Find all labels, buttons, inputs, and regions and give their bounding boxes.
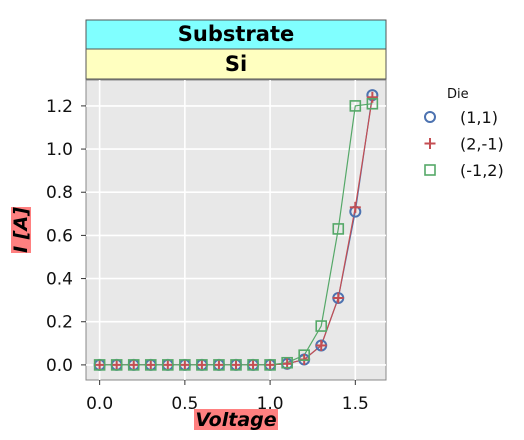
legend-marker	[424, 138, 436, 149]
legend: (1,1) (2,-1) (-1,2)	[424, 108, 504, 180]
y-tick-label: 0.8	[46, 183, 73, 203]
data-point	[213, 359, 225, 371]
data-point	[366, 91, 378, 103]
data-point	[247, 359, 259, 371]
data-point	[315, 320, 328, 332]
plot-panel	[85, 79, 387, 381]
y-axis: 0.0 0.2 0.4 0.6 0.8 1.0 1.2	[46, 97, 86, 376]
data-point	[162, 359, 174, 371]
data-point	[93, 359, 106, 371]
data-point	[196, 359, 208, 371]
y-tick-label: 1.0	[46, 140, 73, 160]
x-axis-title: Voltage	[195, 409, 276, 431]
data-point	[94, 359, 106, 371]
y-tick-label: 0.6	[46, 226, 73, 246]
data-point	[213, 359, 225, 371]
y-tick-label: 0.0	[46, 356, 73, 376]
strip-si	[85, 48, 387, 80]
y-axis-title: I [A]	[10, 207, 32, 253]
x-tick-label: 0.0	[86, 394, 113, 414]
data-point	[247, 359, 259, 371]
data-point	[264, 359, 276, 371]
data-point	[145, 359, 157, 371]
data-point	[264, 359, 276, 371]
legend-label: (2,-1)	[460, 135, 504, 154]
y-tick-label: 0.4	[46, 270, 73, 290]
y-axis-title-highlight	[11, 207, 31, 253]
x-axis-title-highlight	[194, 409, 278, 430]
legend-title: Die	[447, 87, 469, 102]
data-point	[349, 100, 362, 112]
data-point	[349, 201, 361, 213]
x-tick-label: 1.5	[342, 394, 369, 414]
data-point	[127, 359, 140, 371]
series-points	[93, 89, 379, 371]
strip-substrate-label: Substrate	[178, 22, 294, 46]
data-point	[196, 359, 208, 371]
data-point	[111, 359, 123, 371]
legend-label: (-1,2)	[460, 161, 504, 180]
data-point	[128, 359, 140, 371]
data-point	[298, 349, 310, 361]
data-point	[366, 97, 379, 110]
data-point	[332, 292, 344, 304]
data-point	[179, 359, 191, 371]
data-point	[230, 359, 242, 371]
legend-marker	[424, 164, 436, 176]
legend-marker	[424, 111, 436, 123]
legend-label: (1,1)	[460, 108, 498, 127]
y-tick-label: 0.2	[46, 313, 73, 333]
data-point	[315, 339, 327, 351]
x-tick-label: 0.5	[171, 394, 198, 414]
data-point	[230, 359, 242, 371]
y-tick-label: 1.2	[46, 97, 73, 117]
data-point	[144, 359, 157, 371]
data-point	[179, 359, 191, 371]
data-point	[332, 223, 345, 235]
data-point	[162, 359, 174, 371]
strip-si-label: Si	[225, 52, 247, 76]
data-point	[110, 359, 123, 371]
data-point	[281, 356, 293, 369]
strip-substrate	[85, 19, 387, 50]
